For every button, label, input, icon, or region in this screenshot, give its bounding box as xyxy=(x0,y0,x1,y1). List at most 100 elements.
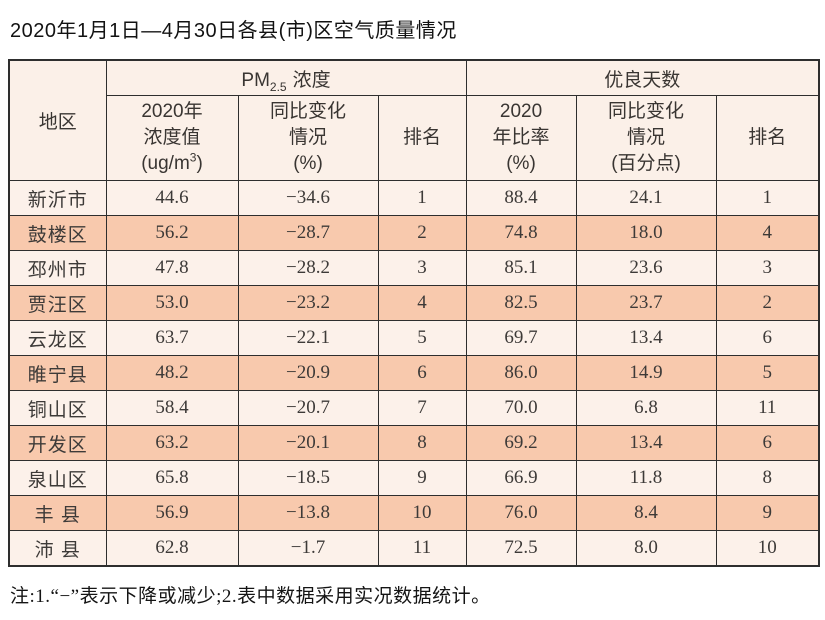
cell-region: 沛 县 xyxy=(8,530,107,567)
table-row: 丰 县 56.9 −13.8 10 76.0 8.4 9 xyxy=(8,495,820,531)
pm25-label-subscript: 2.5 xyxy=(269,79,287,94)
cell-good-rank: 3 xyxy=(715,250,820,286)
table-row: 鼓楼区 56.2 −28.7 2 74.8 18.0 4 xyxy=(8,215,820,251)
cell-pm-change: −23.2 xyxy=(237,285,379,321)
cell-region: 贾汪区 xyxy=(8,285,107,321)
cell-good-rank: 2 xyxy=(715,285,820,321)
table-row: 开发区 63.2 −20.1 8 69.2 13.4 6 xyxy=(8,425,820,461)
cell-pm-change: −18.5 xyxy=(237,460,379,496)
cell-pm-rank: 6 xyxy=(377,355,467,391)
header-pm-rank: 排名 xyxy=(377,95,467,181)
cell-pm-change: −20.7 xyxy=(237,390,379,426)
pm25-label-prefix: PM xyxy=(241,69,270,91)
cell-region: 云龙区 xyxy=(8,320,107,356)
cell-good-rank: 9 xyxy=(715,495,820,531)
cell-pm-rank: 11 xyxy=(377,530,467,567)
cell-region: 开发区 xyxy=(8,425,107,461)
cell-good-rate: 85.1 xyxy=(465,250,577,286)
cell-pm-value: 44.6 xyxy=(105,180,239,216)
cell-region: 邳州市 xyxy=(8,250,107,286)
cell-region: 睢宁县 xyxy=(8,355,107,391)
cell-good-rank: 6 xyxy=(715,320,820,356)
table-row: 贾汪区 53.0 −23.2 4 82.5 23.7 2 xyxy=(8,285,820,321)
cell-good-rate: 76.0 xyxy=(465,495,577,531)
cell-good-rank: 4 xyxy=(715,215,820,251)
cell-good-change: 18.0 xyxy=(575,215,717,251)
cell-good-change: 14.9 xyxy=(575,355,717,391)
table-row: 邳州市 47.8 −28.2 3 85.1 23.6 3 xyxy=(8,250,820,286)
cell-good-change: 23.6 xyxy=(575,250,717,286)
cell-pm-value: 56.9 xyxy=(105,495,239,531)
cell-pm-value: 47.8 xyxy=(105,250,239,286)
cell-good-change: 13.4 xyxy=(575,425,717,461)
cell-good-rank: 8 xyxy=(715,460,820,496)
cell-pm-rank: 7 xyxy=(377,390,467,426)
cell-good-rate: 72.5 xyxy=(465,530,577,567)
header-good-rate: 2020 年比率 (%) xyxy=(465,95,577,181)
cell-good-rate: 69.2 xyxy=(465,425,577,461)
cell-good-change: 24.1 xyxy=(575,180,717,216)
cell-good-rank: 1 xyxy=(715,180,820,216)
cell-pm-value: 63.2 xyxy=(105,425,239,461)
table-row: 云龙区 63.7 −22.1 5 69.7 13.4 6 xyxy=(8,320,820,356)
table-row: 铜山区 58.4 −20.7 7 70.0 6.8 11 xyxy=(8,390,820,426)
cell-pm-rank: 3 xyxy=(377,250,467,286)
cell-pm-value: 63.7 xyxy=(105,320,239,356)
cell-good-rate: 66.9 xyxy=(465,460,577,496)
cell-good-rank: 5 xyxy=(715,355,820,391)
cell-region: 新沂市 xyxy=(8,180,107,216)
cell-pm-change: −1.7 xyxy=(237,530,379,567)
cell-good-rate: 82.5 xyxy=(465,285,577,321)
table-row: 睢宁县 48.2 −20.9 6 86.0 14.9 5 xyxy=(8,355,820,391)
cell-region: 铜山区 xyxy=(8,390,107,426)
cell-pm-value: 58.4 xyxy=(105,390,239,426)
header-pm-concentration: 2020年 浓度值 (ug/m3) xyxy=(105,95,239,181)
table-row: 泉山区 65.8 −18.5 9 66.9 11.8 8 xyxy=(8,460,820,496)
cell-pm-rank: 4 xyxy=(377,285,467,321)
cell-good-rank: 6 xyxy=(715,425,820,461)
table-row: 新沂市 44.6 −34.6 1 88.4 24.1 1 xyxy=(8,180,820,216)
pm25-label-suffix: 浓度 xyxy=(292,69,331,91)
cell-pm-rank: 5 xyxy=(377,320,467,356)
cell-pm-rank: 8 xyxy=(377,425,467,461)
cell-good-change: 8.4 xyxy=(575,495,717,531)
table-row: 沛 县 62.8 −1.7 11 72.5 8.0 10 xyxy=(8,530,820,567)
header-good-days-group: 优良天数 xyxy=(465,59,820,96)
cell-pm-value: 48.2 xyxy=(105,355,239,391)
cell-pm-change: −28.7 xyxy=(237,215,379,251)
table-header: 地区 PM2.5 浓度 优良天数 2020年 浓度值 (ug/m3) 同比变化 情… xyxy=(8,59,820,181)
table-body: 新沂市 44.6 −34.6 1 88.4 24.1 1 鼓楼区 56.2 −2… xyxy=(8,180,820,567)
cell-pm-change: −34.6 xyxy=(237,180,379,216)
cell-good-change: 11.8 xyxy=(575,460,717,496)
cell-good-rate: 86.0 xyxy=(465,355,577,391)
header-pm25-group: PM2.5 浓度 xyxy=(105,59,467,96)
cell-pm-change: −20.9 xyxy=(237,355,379,391)
cell-good-rate: 70.0 xyxy=(465,390,577,426)
cell-pm-rank: 2 xyxy=(377,215,467,251)
page-title: 2020年1月1日—4月30日各县(市)区空气质量情况 xyxy=(10,20,457,42)
header-region: 地区 xyxy=(8,59,107,181)
cell-good-rate: 74.8 xyxy=(465,215,577,251)
cell-pm-change: −28.2 xyxy=(237,250,379,286)
cell-pm-rank: 9 xyxy=(377,460,467,496)
cell-good-change: 23.7 xyxy=(575,285,717,321)
cell-good-rank: 10 xyxy=(715,530,820,567)
cell-pm-value: 53.0 xyxy=(105,285,239,321)
cell-pm-value: 62.8 xyxy=(105,530,239,567)
cell-region: 泉山区 xyxy=(8,460,107,496)
cell-pm-rank: 10 xyxy=(377,495,467,531)
header-pm-change: 同比变化 情况 (%) xyxy=(237,95,379,181)
header-good-rank: 排名 xyxy=(715,95,820,181)
footnote: 注:1.“−”表示下降或减少;2.表中数据采用实况数据统计。 xyxy=(10,586,491,607)
cell-pm-change: −20.1 xyxy=(237,425,379,461)
air-quality-table: 地区 PM2.5 浓度 优良天数 2020年 浓度值 (ug/m3) 同比变化 情… xyxy=(8,59,821,567)
cell-region: 鼓楼区 xyxy=(8,215,107,251)
cell-pm-rank: 1 xyxy=(377,180,467,216)
cell-pm-change: −22.1 xyxy=(237,320,379,356)
cell-good-rank: 11 xyxy=(715,390,820,426)
cell-pm-value: 56.2 xyxy=(105,215,239,251)
cell-pm-change: −13.8 xyxy=(237,495,379,531)
cell-region: 丰 县 xyxy=(8,495,107,531)
cell-good-change: 6.8 xyxy=(575,390,717,426)
